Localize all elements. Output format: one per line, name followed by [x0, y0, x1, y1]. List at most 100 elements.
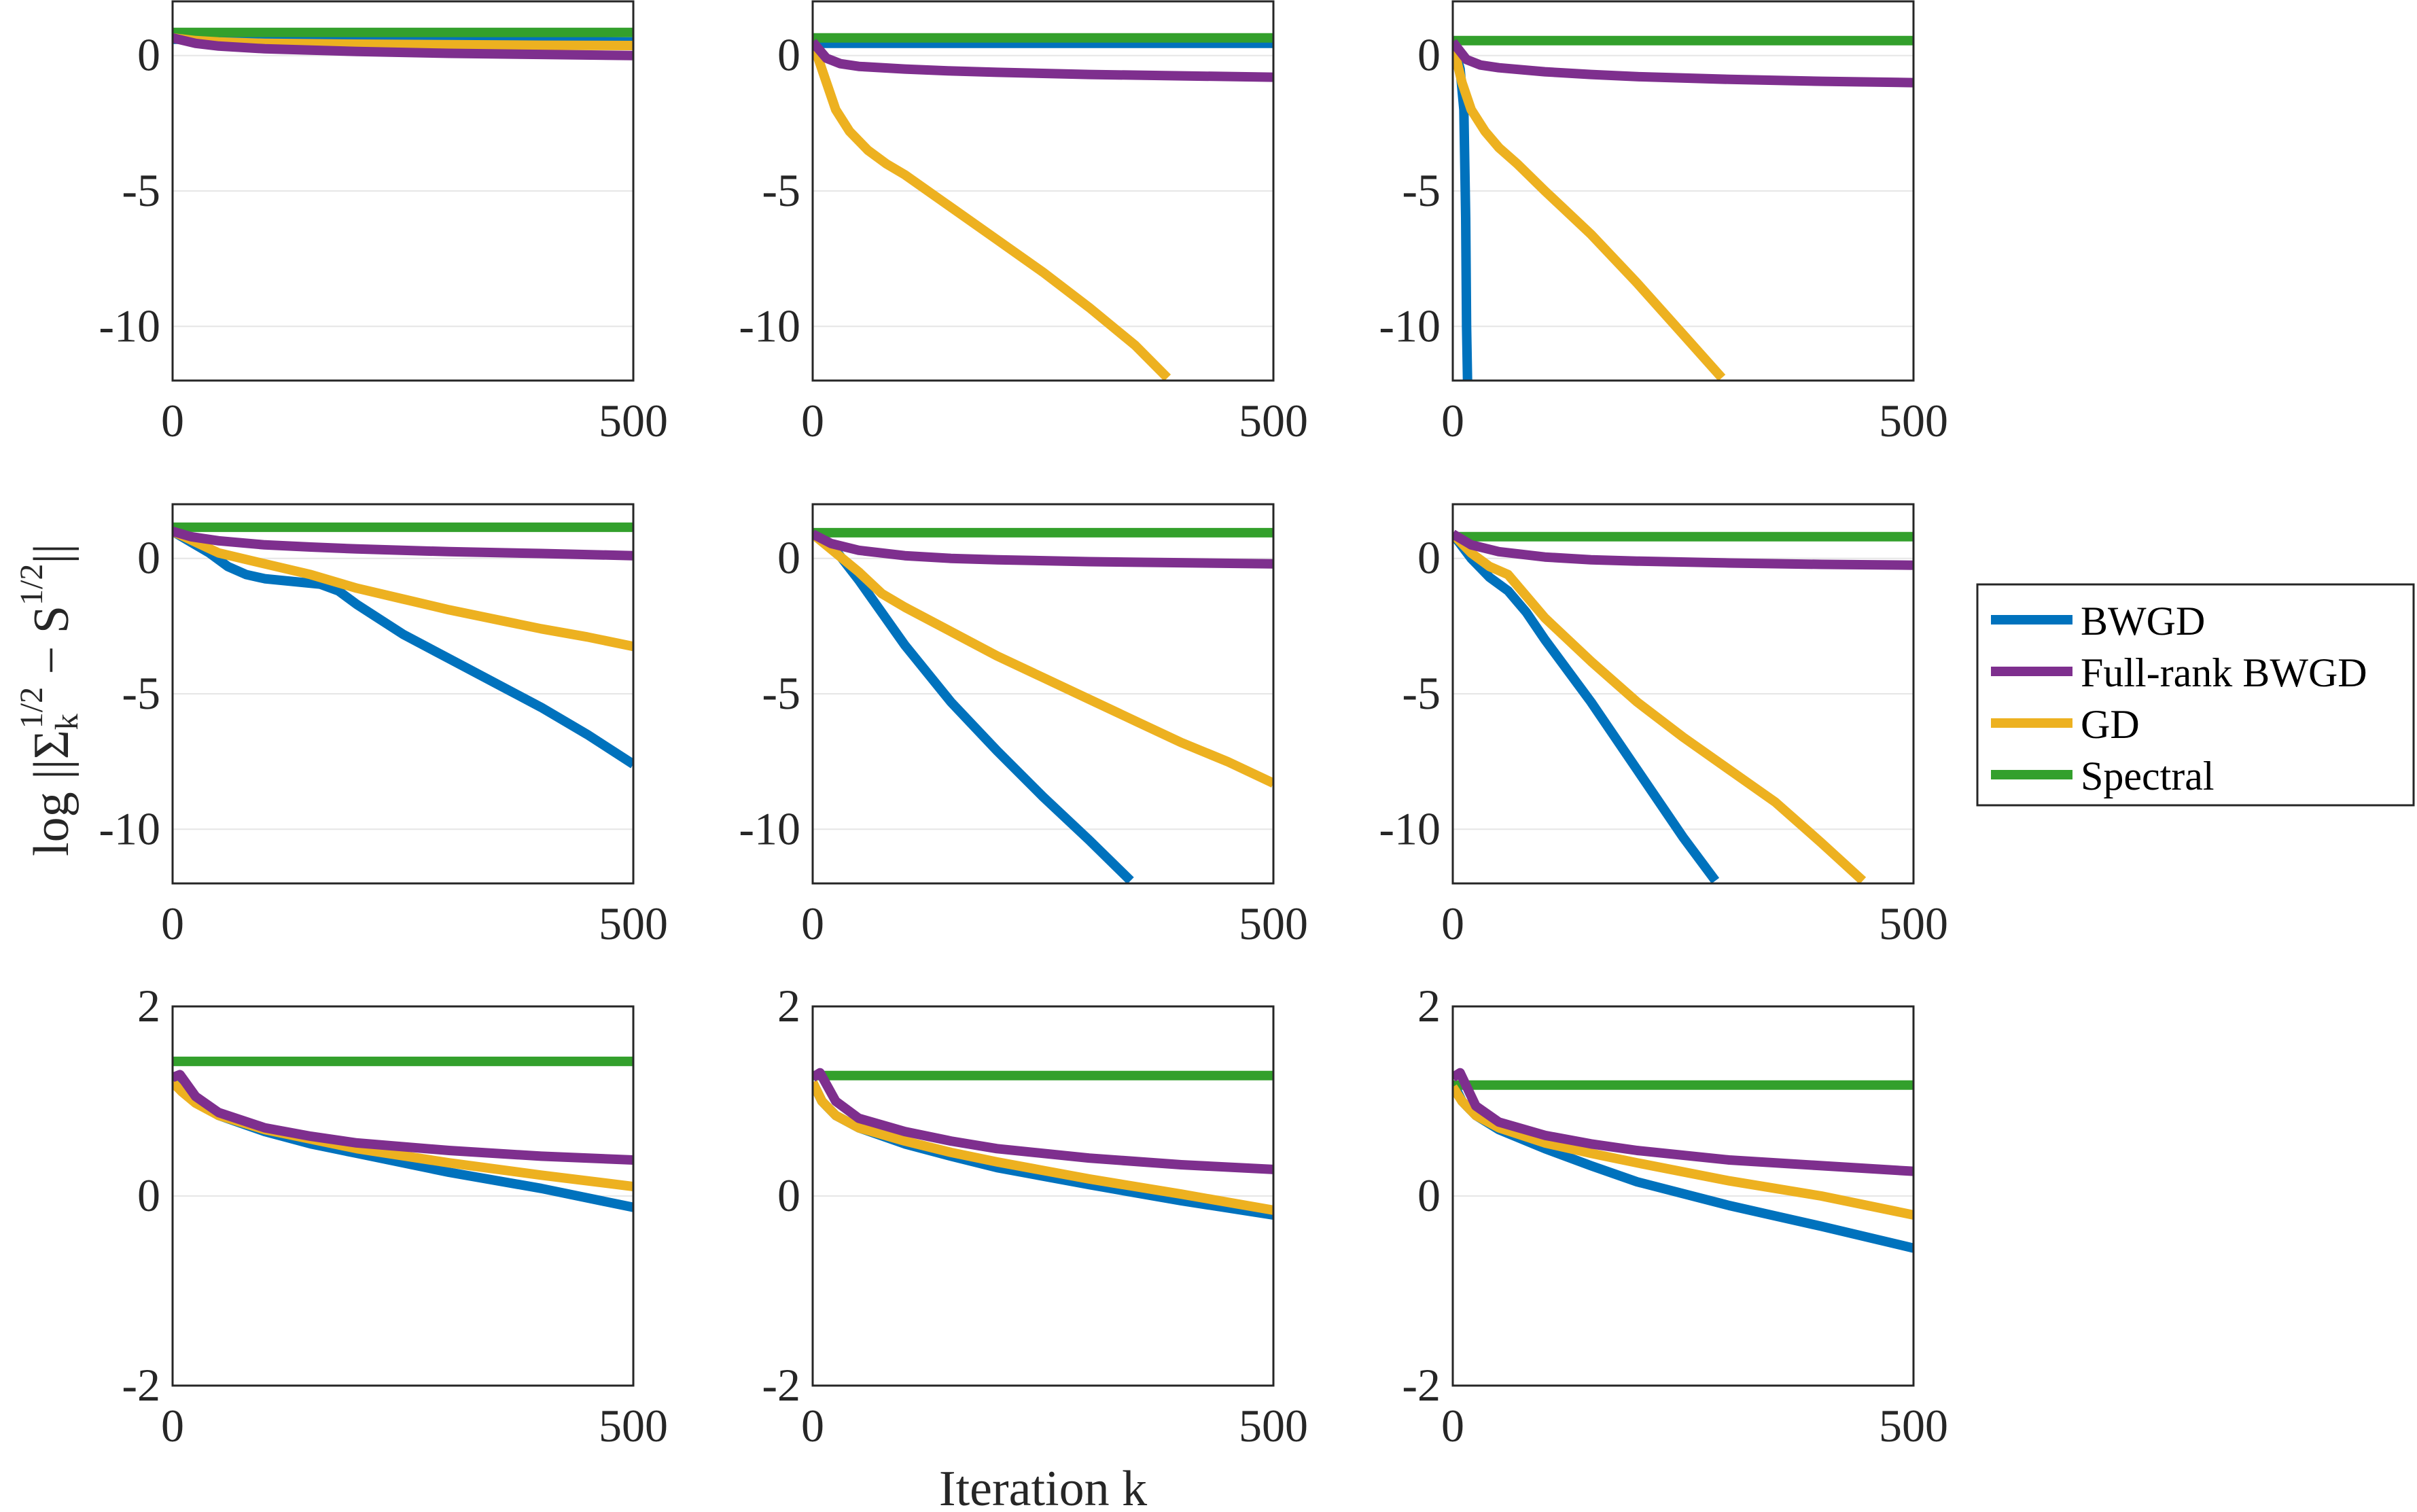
panel-row2-col3-line-gd: [1453, 530, 1867, 883]
panel-row2-col1-line-gd: [173, 527, 633, 652]
panel-row3-col3-line-full-rank-bwgd: [1453, 1068, 1913, 1176]
y-axis-title: log ||Σk1/2 − S1/2||: [14, 544, 85, 856]
panel-row3-col1-ytick-label-1: 0: [137, 1170, 160, 1221]
panel-row2-col2-ytick-label-2: -10: [739, 803, 800, 854]
panel-row3-col1-ytick-label-2: -2: [122, 1359, 160, 1411]
panel-row1-col3-line-gd: [1453, 41, 1726, 381]
legend-item-full-rank-bwgd: Full-rank BWGD: [1991, 650, 2367, 695]
panel-row1-col1-ytick-label-0: 0: [137, 29, 160, 81]
panel-row1-col1-ytick-label-2: -10: [99, 300, 160, 351]
panel-row1-col2-ytick-label-0: 0: [777, 29, 800, 81]
legend-item-spectral: Spectral: [1991, 754, 2215, 798]
panel-row3-col2-axes-box: [811, 1005, 1275, 1387]
panel-row1-col3-ytick-label-1: -5: [1402, 164, 1441, 216]
panel-row2-col1-line-full-rank-bwgd: [173, 527, 633, 561]
panel-row3-col2-line-full-rank-bwgd: [813, 1068, 1273, 1174]
panel-row1-col3-line-full-rank-bwgd: [1453, 39, 1913, 88]
legend-item-gd: GD: [1991, 702, 2140, 747]
panel-row2-col2: 0-5-100 500: [739, 503, 1308, 949]
panel-row3-col1: 20-20 500: [122, 980, 668, 1452]
panel-row2-col1-series-group: [173, 522, 633, 769]
panel-row2-col1-axes-box: [171, 503, 635, 885]
panel-row1-col2-series-group: [813, 33, 1273, 381]
panel-row3-col1-series-group: [173, 1056, 633, 1212]
panel-row1-col2-axes-box: [811, 0, 1275, 382]
panel-row1-col3-ytick-label-0: 0: [1417, 29, 1441, 81]
panel-row2-col1: 0-5-100 500: [99, 503, 668, 949]
panel-row3-col2-ytick-label-0: 2: [777, 980, 800, 1032]
panel-row3-col2-xtick-label-0: 0: [801, 1400, 824, 1452]
legend-item-bwgd: BWGD: [1991, 599, 2205, 644]
panel-row2-col2-axes-box: [811, 503, 1275, 885]
panel-row1-col2-ytick-label-1: -5: [762, 164, 800, 216]
legend-label-bwgd: BWGD: [2081, 599, 2205, 644]
panel-row2-col3-ytick-label-0: 0: [1417, 532, 1441, 584]
panel-row1-col1-series-group: [173, 27, 633, 60]
panel-row1-col3-ytick-label-2: -10: [1379, 300, 1441, 351]
panel-row2-col1-ytick-label-0: 0: [137, 532, 160, 584]
panel-row1-col1-xtick-label-1: 500: [599, 395, 668, 446]
panel-row3-col3-line-gd: [1453, 1084, 1913, 1220]
panel-row3-col3-ytick-label-1: 0: [1417, 1170, 1441, 1221]
panel-row1-col3: 0-5-100 500: [1379, 0, 1948, 446]
panel-row1-col2-ytick-label-2: -10: [739, 300, 800, 351]
panel-row2-col3-axes-box: [1451, 503, 1915, 885]
panel-row1-col3-xtick-label-0: 0: [1441, 395, 1464, 446]
panel-row2-col3-xtick-label-0: 0: [1441, 898, 1464, 949]
panel-row3-col3-ytick-label-2: -2: [1402, 1359, 1441, 1411]
panel-row1-col1-ytick-label-1: -5: [122, 164, 160, 216]
legend-label-spectral: Spectral: [2081, 754, 2215, 798]
panel-row1-col2-line-full-rank-bwgd: [813, 39, 1273, 82]
panel-row2-col2-xtick-label-1: 500: [1239, 898, 1308, 949]
panel-row3-col3-ytick-label-0: 2: [1417, 980, 1441, 1032]
panel-row1-col3-series-group: [1453, 35, 1913, 381]
panel-row1-col2-xtick-label-0: 0: [801, 395, 824, 446]
panel-row2-col2-line-full-rank-bwgd: [813, 529, 1273, 569]
panel-row1-col1: 0-5-100 500: [99, 0, 668, 446]
panel-row2-col1-xtick-label-0: 0: [161, 898, 184, 949]
panel-row2-col2-xtick-label-0: 0: [801, 898, 824, 949]
panel-row1-col2-xtick-label-1: 500: [1239, 395, 1308, 446]
panel-row3-col2-line-gd: [813, 1080, 1273, 1215]
panel-row2-col3: 0-5-100 500: [1379, 503, 1948, 949]
panel-row3-col3-xtick-label-1: 500: [1879, 1400, 1948, 1452]
panel-row2-col1-ytick-label-2: -10: [99, 803, 160, 854]
panel-row3-col1-ytick-label-0: 2: [137, 980, 160, 1032]
panel-row2-col1-xtick-label-1: 500: [599, 898, 668, 949]
panel-row3-col1-xtick-label-1: 500: [599, 1400, 668, 1452]
panel-row2-col1-line-bwgd: [173, 527, 633, 769]
panel-row2-col2-series-group: [813, 527, 1273, 883]
panel-row3-col3-xtick-label-0: 0: [1441, 1400, 1464, 1452]
panel-row1-col1-xtick-label-0: 0: [161, 395, 184, 446]
panel-row3-col2-series-group: [813, 1068, 1273, 1220]
panel-row1-col3-xtick-label-1: 500: [1879, 395, 1948, 446]
panel-row3-col2-ytick-label-1: 0: [777, 1170, 800, 1221]
panel-row3-col2: 20-20 500: [762, 980, 1308, 1452]
panel-row2-col3-xtick-label-1: 500: [1879, 898, 1948, 949]
panel-row2-col3-ytick-label-1: -5: [1402, 667, 1441, 719]
x-axis-title: Iteration k: [939, 1461, 1147, 1512]
panel-row2-col2-line-gd: [813, 530, 1273, 788]
panel-row3-col3-axes-box: [1451, 1005, 1915, 1387]
panel-row3-col2-xtick-label-1: 500: [1239, 1400, 1308, 1452]
panel-row3-col1-xtick-label-0: 0: [161, 1400, 184, 1452]
panel-row3-col3-series-group: [1453, 1068, 1913, 1253]
panel-row2-col2-ytick-label-0: 0: [777, 532, 800, 584]
panel-row3-col3: 20-20 500: [1402, 980, 1948, 1452]
panel-row1-col3-axes-box: [1451, 0, 1915, 382]
panel-row2-col3-series-group: [1453, 529, 1913, 883]
panel-row2-col1-ytick-label-1: -5: [122, 667, 160, 719]
panel-row1-col1-line-full-rank-bwgd: [173, 33, 633, 60]
legend-label-gd: GD: [2081, 702, 2140, 747]
panel-row3-col2-ytick-label-2: -2: [762, 1359, 800, 1411]
panel-row3-col1-line-full-rank-bwgd: [173, 1070, 633, 1165]
panel-row2-col2-ytick-label-1: -5: [762, 667, 800, 719]
legend: BWGD Full-rank BWGD GD Spectral: [1976, 583, 2415, 807]
legend-label-full-rank-bwgd: Full-rank BWGD: [2081, 650, 2367, 695]
panel-row1-col1-axes-box: [171, 0, 635, 382]
panel-row1-col2: 0-5-100 500: [739, 0, 1308, 446]
panel-row2-col3-line-bwgd: [1453, 531, 1720, 883]
panel-row2-col3-ytick-label-2: -10: [1379, 803, 1441, 854]
